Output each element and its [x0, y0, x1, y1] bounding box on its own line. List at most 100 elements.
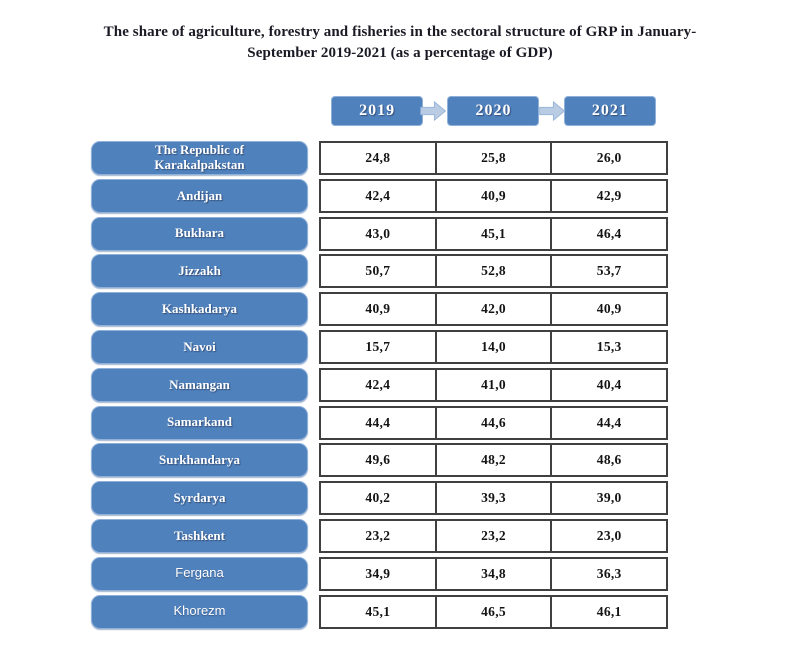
value-row: 34,9 34,8 36,3 — [319, 556, 668, 591]
value-cell-2020: 14,0 — [434, 331, 551, 362]
region-label: Fergana — [175, 565, 224, 581]
region-button[interactable]: Tashkent — [91, 518, 308, 553]
region-button[interactable]: Namangan — [91, 367, 308, 402]
value-cell-2021: 42,9 — [550, 180, 666, 211]
value-row: 23,2 23,2 23,0 — [319, 518, 668, 553]
value-cell-2021: 48,6 — [550, 445, 666, 476]
region-label: Andijan — [176, 187, 223, 203]
region-label: Jizzakh — [178, 263, 221, 279]
table-row: Surkhandarya 49,6 48,2 48,6 — [91, 443, 668, 478]
table-row: Bukhara 43,0 45,1 46,4 — [91, 216, 668, 251]
table-row: The Republic of Karakalpakstan 24,8 25,8… — [91, 141, 668, 175]
year-header: 2019 2020 2021 — [319, 96, 668, 126]
value-cell-2019: 50,7 — [365, 263, 391, 279]
table-row: Tashkent 23,2 23,2 23,0 — [91, 518, 668, 553]
value-cell-2020: 45,1 — [434, 218, 551, 249]
chart-title-line-1: The share of agriculture, forestry and f… — [103, 24, 697, 40]
region-label: Tashkent — [174, 527, 225, 543]
value-cell-2020: 23,2 — [434, 520, 551, 551]
region-button[interactable]: Jizzakh — [91, 254, 308, 289]
arrow-right-icon — [420, 100, 447, 122]
value-cell-2019: 43,0 — [365, 225, 391, 241]
value-cell-2020: 25,8 — [434, 143, 551, 173]
table-row: Fergana 34,9 34,8 36,3 — [91, 556, 668, 591]
value-row: 24,8 25,8 26,0 — [319, 141, 668, 175]
value-cell-2019: 15,7 — [365, 338, 391, 354]
region-label: Navoi — [183, 338, 216, 354]
value-cell-2020: 39,3 — [434, 483, 551, 514]
value-row: 45,1 46,5 46,1 — [319, 594, 668, 629]
value-cell-2021: 23,0 — [550, 520, 666, 551]
region-label: Bukhara — [174, 225, 225, 241]
value-cell-2020: 40,9 — [434, 180, 551, 211]
table-row: Jizzakh 50,7 52,8 53,7 — [91, 254, 668, 289]
value-cell-2021: 46,1 — [550, 596, 666, 627]
value-cell-2019: 49,6 — [365, 452, 391, 468]
region-button[interactable]: Surkhandarya — [91, 443, 308, 478]
value-row: 42,4 40,9 42,9 — [319, 178, 668, 213]
region-label: Kashkadarya — [161, 300, 238, 316]
value-cell-2021: 36,3 — [550, 558, 666, 589]
value-row: 15,7 14,0 15,3 — [319, 329, 668, 364]
table-row: Navoi 15,7 14,0 15,3 — [91, 329, 668, 364]
value-cell-2019: 42,4 — [365, 187, 391, 203]
value-cell-2021: 39,0 — [550, 483, 666, 514]
value-cell-2021: 53,7 — [550, 256, 666, 287]
table-row: Syrdarya 40,2 39,3 39,0 — [91, 481, 668, 516]
value-cell-2019: 24,8 — [365, 150, 391, 165]
region-label: Samarkand — [166, 414, 233, 430]
region-button[interactable]: Khorezm — [91, 594, 308, 629]
value-cell-2021: 46,4 — [550, 218, 666, 249]
region-button[interactable]: Andijan — [91, 178, 308, 213]
value-cell-2020: 44,6 — [434, 407, 551, 438]
value-row: 50,7 52,8 53,7 — [319, 254, 668, 289]
table-row: Andijan 42,4 40,9 42,9 — [91, 178, 668, 213]
region-button[interactable]: Fergana — [91, 556, 308, 591]
value-row: 44,4 44,6 44,4 — [319, 405, 668, 440]
arrow-right-icon — [539, 100, 566, 122]
year-button-2021[interactable]: 2021 — [563, 96, 656, 126]
value-cell-2019: 40,9 — [365, 301, 391, 317]
value-cell-2020: 48,2 — [434, 445, 551, 476]
region-button[interactable]: Navoi — [91, 329, 308, 364]
value-cell-2021: 15,3 — [550, 331, 666, 362]
region-label: Syrdarya — [173, 489, 226, 505]
year-button-2019[interactable]: 2019 — [331, 96, 424, 126]
value-cell-2019: 44,4 — [365, 414, 391, 430]
region-button[interactable]: Samarkand — [91, 405, 308, 440]
value-cell-2021: 44,4 — [550, 407, 666, 438]
value-row: 40,2 39,3 39,0 — [319, 481, 668, 516]
value-cell-2020: 41,0 — [434, 369, 551, 400]
region-label: Khorezm — [173, 603, 226, 619]
region-button[interactable]: The Republic of Karakalpakstan — [91, 141, 308, 175]
value-row: 42,4 41,0 40,4 — [319, 367, 668, 402]
value-cell-2020: 52,8 — [434, 256, 551, 287]
chart-title-line-2: September 2019-2021 (as a percentage of … — [247, 45, 553, 61]
value-cell-2021: 40,9 — [550, 294, 666, 325]
value-cell-2019: 45,1 — [365, 603, 391, 619]
table-row: Kashkadarya 40,9 42,0 40,9 — [91, 292, 668, 327]
region-button[interactable]: Bukhara — [91, 216, 308, 251]
value-cell-2021: 26,0 — [550, 143, 666, 173]
table-row: Khorezm 45,1 46,5 46,1 — [91, 594, 668, 629]
value-cell-2019: 23,2 — [365, 527, 391, 543]
region-button[interactable]: Syrdarya — [91, 481, 308, 516]
value-cell-2020: 42,0 — [434, 294, 551, 325]
value-cell-2019: 42,4 — [365, 376, 391, 392]
value-cell-2020: 34,8 — [434, 558, 551, 589]
table-body: The Republic of Karakalpakstan 24,8 25,8… — [91, 141, 668, 632]
value-row: 40,9 42,0 40,9 — [319, 292, 668, 327]
region-button[interactable]: Kashkadarya — [91, 292, 308, 327]
region-label: Namangan — [169, 376, 230, 392]
value-cell-2019: 40,2 — [365, 490, 391, 506]
region-label: The Republic of Karakalpakstan — [154, 142, 245, 172]
year-button-2020[interactable]: 2020 — [447, 96, 540, 126]
chart-title: The share of agriculture, forestry and f… — [40, 22, 760, 64]
value-row: 43,0 45,1 46,4 — [319, 216, 668, 251]
table-row: Namangan 42,4 41,0 40,4 — [91, 367, 668, 402]
value-cell-2021: 40,4 — [550, 369, 666, 400]
table-row: Samarkand 44,4 44,6 44,4 — [91, 405, 668, 440]
value-row: 49,6 48,2 48,6 — [319, 443, 668, 478]
value-cell-2020: 46,5 — [434, 596, 551, 627]
